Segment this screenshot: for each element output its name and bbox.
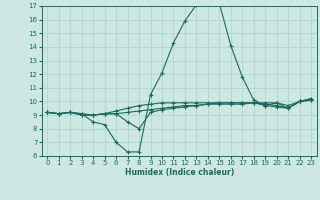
- X-axis label: Humidex (Indice chaleur): Humidex (Indice chaleur): [124, 168, 234, 177]
